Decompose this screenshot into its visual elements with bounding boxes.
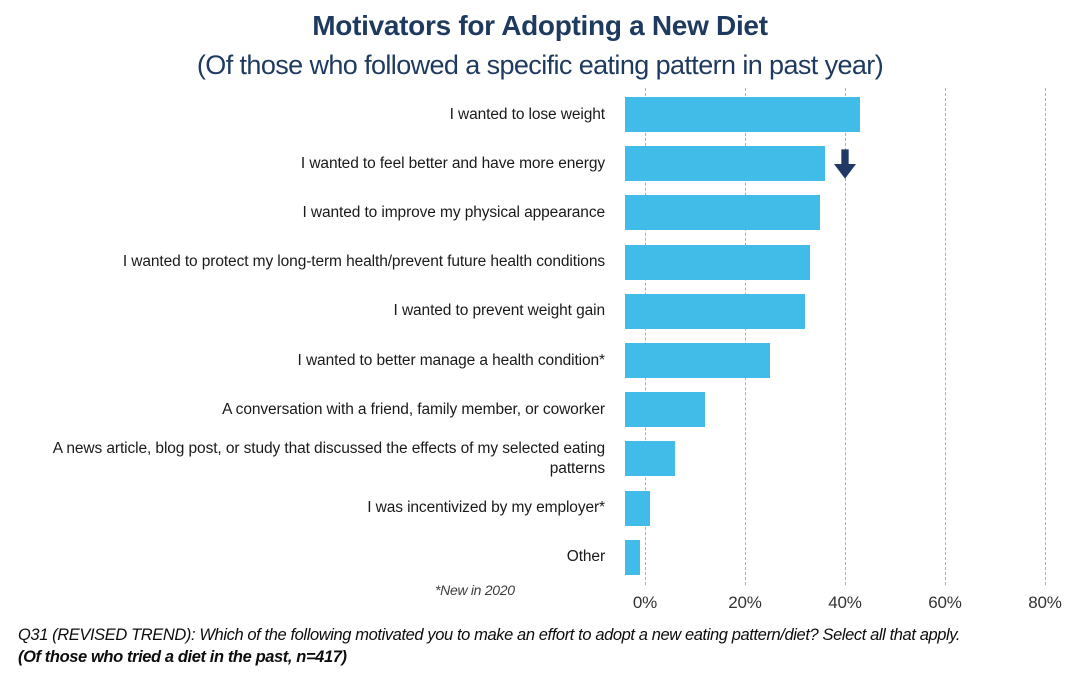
bar-track	[625, 336, 1060, 385]
bar	[625, 539, 640, 575]
bar	[625, 195, 820, 231]
category-label: I wanted to feel better and have more en…	[300, 154, 605, 172]
chart-row: I wanted to lose weight	[0, 90, 1080, 139]
bar-rows: I wanted to lose weight I wanted to feel …	[0, 90, 1080, 582]
chart-subtitle: (Of those who followed a specific eating…	[196, 50, 884, 80]
chart-row: I wanted to improve my physical appearan…	[0, 188, 1080, 237]
chart-row: I wanted to better manage a health condi…	[0, 336, 1080, 385]
x-tick-label: 0%	[632, 593, 658, 612]
gridline	[945, 88, 946, 585]
gridline	[845, 88, 846, 585]
chart-row: I wanted to prevent weight gain	[0, 287, 1080, 336]
bar	[625, 392, 705, 428]
category-label: I was incentivized by my employer*	[367, 499, 605, 517]
bar-track	[625, 484, 1060, 533]
bar	[625, 441, 675, 477]
category-label: I wanted to improve my physical appearan…	[302, 204, 605, 222]
bar	[625, 490, 650, 526]
chart-row: Other	[0, 533, 1080, 582]
chart-row: A conversation with a friend, family mem…	[0, 385, 1080, 434]
bar-track	[625, 139, 1060, 188]
chart-row: I wanted to feel better and have more en…	[0, 139, 1080, 188]
down-arrow-icon	[834, 148, 856, 180]
gridline	[645, 88, 646, 585]
x-tick-label: 40%	[828, 593, 862, 612]
bar	[625, 293, 805, 329]
x-tick-label: 60%	[928, 593, 962, 612]
category-label: I wanted to protect my long-term health/…	[122, 253, 605, 271]
bar-track	[625, 287, 1060, 336]
x-tick-label: 80%	[1028, 593, 1062, 612]
chart-row: I wanted to protect my long-term health/…	[0, 238, 1080, 287]
bar-track	[625, 533, 1060, 582]
bar-track	[625, 385, 1060, 434]
x-tick-label: 20%	[728, 593, 762, 612]
category-label: I wanted to lose weight	[449, 105, 605, 123]
gridline	[745, 88, 746, 585]
chart-row: A news article, blog post, or study that…	[0, 434, 1080, 483]
bar	[625, 343, 770, 379]
footer: Q31 (REVISED TREND): Which of the follow…	[18, 626, 1068, 667]
footnote-new-in-2020: *New in 2020	[435, 582, 515, 598]
bar	[625, 244, 810, 280]
category-label: Other	[566, 548, 605, 566]
footer-base-note: (Of those who tried a diet in the past, …	[18, 648, 347, 666]
gridline	[1045, 88, 1046, 585]
bar	[625, 97, 860, 133]
bar-track	[625, 90, 1060, 139]
chart-title: Motivators for Adopting a New Diet	[312, 10, 768, 41]
footer-question: Q31 (REVISED TREND): Which of the follow…	[18, 626, 961, 644]
category-label: I wanted to better manage a health condi…	[297, 351, 606, 369]
category-label: A conversation with a friend, family mem…	[222, 400, 605, 418]
bar-track	[625, 434, 1060, 483]
bar	[625, 146, 825, 182]
x-axis: 0% 20% 40% 60% 80%	[0, 593, 1080, 617]
chart-row: I was incentivized by my employer*	[0, 484, 1080, 533]
bar-track	[625, 238, 1060, 287]
category-label: I wanted to prevent weight gain	[393, 302, 606, 320]
bar-track	[625, 188, 1060, 237]
category-label: A news article, blog post, or study that…	[52, 440, 605, 477]
